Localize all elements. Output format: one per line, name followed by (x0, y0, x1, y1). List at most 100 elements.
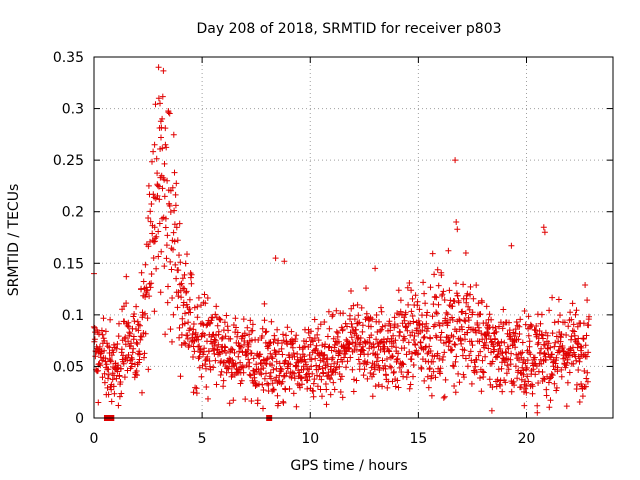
data-point (241, 338, 248, 344)
data-point (517, 316, 524, 323)
data-point (155, 95, 162, 102)
data-point (393, 356, 400, 363)
data-point (462, 310, 469, 317)
data-point (204, 353, 211, 360)
data-point (489, 358, 496, 365)
data-point (426, 343, 433, 350)
data-point (374, 354, 381, 361)
data-point (148, 271, 155, 277)
data-point (153, 155, 160, 162)
data-point (547, 344, 554, 351)
data-point (420, 279, 427, 286)
data-point (259, 333, 266, 339)
data-point (166, 202, 173, 209)
data-point (153, 233, 160, 240)
data-point (499, 388, 506, 395)
data-point (223, 350, 229, 356)
data-point (503, 349, 510, 356)
data-point (585, 322, 592, 329)
data-point (574, 323, 581, 330)
data-point (311, 376, 318, 383)
data-point (298, 375, 305, 382)
data-point (391, 321, 398, 328)
data-point (496, 342, 503, 349)
data-point (510, 338, 517, 344)
plot-frame (93, 56, 614, 419)
data-point (354, 336, 361, 342)
data-point (163, 144, 170, 151)
data-point (547, 397, 554, 404)
data-point (324, 361, 331, 367)
data-point (453, 353, 460, 360)
x-tick-label: 15 (409, 431, 427, 447)
data-point (497, 382, 504, 389)
data-point (101, 379, 108, 386)
data-point (428, 392, 435, 399)
data-point (177, 259, 184, 266)
data-point (397, 329, 404, 336)
data-point (304, 377, 311, 384)
data-point (272, 351, 279, 358)
data-point (408, 308, 415, 315)
data-point (473, 369, 480, 375)
data-point (151, 224, 158, 231)
data-point (385, 347, 392, 354)
data-point (456, 317, 463, 324)
data-point (288, 341, 295, 348)
data-point (467, 283, 474, 290)
data-point (315, 366, 322, 373)
data-point (572, 311, 579, 318)
data-point (333, 307, 340, 314)
data-point (335, 330, 341, 336)
data-point (577, 347, 584, 354)
data-point (347, 329, 354, 336)
data-point (104, 340, 110, 347)
data-point (171, 238, 178, 245)
data-point (438, 272, 445, 279)
y-tick-label: 0.25 (53, 153, 84, 169)
data-point (343, 364, 349, 371)
data-point (388, 364, 395, 371)
data-point (349, 366, 356, 373)
data-point (483, 303, 490, 310)
data-point (97, 362, 104, 369)
data-point (502, 357, 509, 363)
data-point (486, 376, 493, 383)
data-point (558, 373, 565, 380)
data-point (197, 346, 204, 353)
data-point (430, 368, 437, 375)
axis-ticks (93, 56, 613, 419)
data-point (281, 359, 288, 365)
data-point (146, 293, 153, 300)
data-point (184, 335, 191, 342)
data-point (567, 347, 574, 354)
data-point (282, 357, 289, 364)
data-point (303, 338, 310, 345)
data-point (495, 339, 502, 346)
data-point (276, 372, 283, 379)
data-point (283, 332, 289, 339)
data-point (174, 304, 181, 311)
data-point (542, 342, 548, 348)
data-point (169, 295, 176, 301)
data-point (488, 407, 495, 414)
data-point (150, 255, 157, 261)
data-point (138, 333, 145, 340)
data-point (342, 320, 349, 327)
data-point (407, 381, 414, 388)
data-point (273, 358, 280, 365)
data-point (126, 329, 133, 336)
data-point (187, 274, 194, 281)
data-point (190, 321, 197, 327)
data-point (368, 332, 375, 339)
data-point (506, 327, 513, 334)
data-point (410, 318, 417, 325)
data-point (440, 288, 447, 295)
data-point (288, 328, 295, 335)
data-point (580, 320, 587, 327)
data-point (105, 375, 111, 382)
data-point (114, 341, 121, 347)
data-point (435, 282, 442, 289)
data-point (453, 328, 460, 335)
data-point (391, 324, 398, 331)
